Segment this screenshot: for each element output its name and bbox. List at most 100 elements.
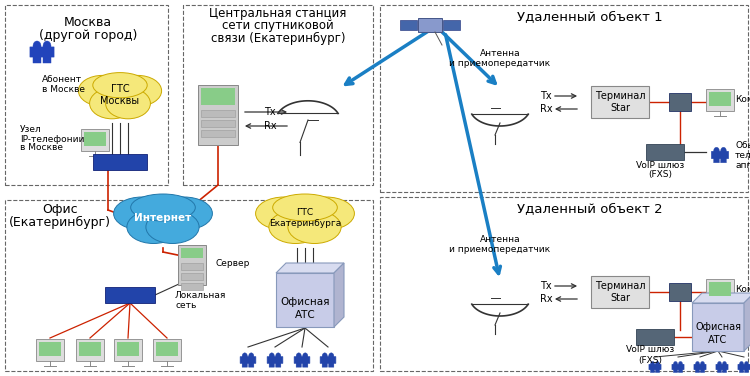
FancyBboxPatch shape <box>36 339 64 361</box>
Ellipse shape <box>722 361 727 367</box>
Ellipse shape <box>273 194 338 221</box>
FancyBboxPatch shape <box>709 282 731 296</box>
Text: Центральная станция: Центральная станция <box>209 8 346 21</box>
Text: аппарат: аппарат <box>735 161 750 170</box>
FancyBboxPatch shape <box>30 47 54 57</box>
Polygon shape <box>744 293 750 351</box>
FancyBboxPatch shape <box>400 20 417 30</box>
FancyBboxPatch shape <box>674 369 677 373</box>
Text: и приемопередатчик: и приемопередатчик <box>449 246 550 255</box>
Text: Локальная: Локальная <box>175 291 226 300</box>
Ellipse shape <box>106 88 151 119</box>
Text: в Москве: в Москве <box>42 85 85 94</box>
FancyBboxPatch shape <box>656 369 659 373</box>
Text: (FXS): (FXS) <box>638 355 662 364</box>
FancyBboxPatch shape <box>669 93 691 111</box>
FancyBboxPatch shape <box>242 362 248 367</box>
Text: телефонный: телефонный <box>735 150 750 159</box>
FancyBboxPatch shape <box>443 20 460 30</box>
FancyBboxPatch shape <box>114 339 142 361</box>
Ellipse shape <box>267 199 343 238</box>
Text: (Екатеринбург): (Екатеринбург) <box>9 215 111 229</box>
FancyBboxPatch shape <box>267 357 283 363</box>
FancyBboxPatch shape <box>276 362 280 367</box>
Bar <box>5 5 168 185</box>
Polygon shape <box>692 293 750 303</box>
Text: в Москве: в Москве <box>20 144 63 153</box>
FancyBboxPatch shape <box>322 362 327 367</box>
Text: Удаленный объект 2: Удаленный объект 2 <box>518 203 663 215</box>
Ellipse shape <box>242 353 248 359</box>
Text: Удаленный объект 1: Удаленный объект 1 <box>518 11 663 23</box>
Text: (FXS): (FXS) <box>648 170 672 179</box>
Text: ГТС
Екатеринбурга: ГТС Екатеринбурга <box>268 208 341 228</box>
Ellipse shape <box>745 361 748 367</box>
Ellipse shape <box>256 197 313 230</box>
Text: Rx: Rx <box>540 294 553 304</box>
FancyBboxPatch shape <box>718 369 722 373</box>
FancyBboxPatch shape <box>198 85 238 145</box>
FancyBboxPatch shape <box>636 329 674 345</box>
Ellipse shape <box>740 361 743 367</box>
FancyBboxPatch shape <box>117 342 139 356</box>
FancyBboxPatch shape <box>79 342 101 356</box>
Ellipse shape <box>650 361 655 367</box>
Ellipse shape <box>679 361 682 367</box>
FancyBboxPatch shape <box>328 362 334 367</box>
FancyBboxPatch shape <box>700 369 704 373</box>
Text: Tx: Tx <box>540 91 551 101</box>
FancyBboxPatch shape <box>320 357 336 363</box>
FancyBboxPatch shape <box>706 279 734 301</box>
FancyBboxPatch shape <box>695 369 700 373</box>
Text: Rx: Rx <box>540 104 553 114</box>
Text: связи (Екатеринбург): связи (Екатеринбург) <box>211 32 345 44</box>
FancyBboxPatch shape <box>276 273 334 327</box>
Ellipse shape <box>113 197 170 230</box>
Text: Антенна: Антенна <box>480 235 520 244</box>
FancyBboxPatch shape <box>716 364 728 370</box>
FancyBboxPatch shape <box>84 132 106 146</box>
Text: Офис: Офис <box>42 203 78 217</box>
FancyBboxPatch shape <box>181 283 203 290</box>
Text: Обычный: Обычный <box>735 141 750 150</box>
FancyBboxPatch shape <box>269 362 274 367</box>
FancyBboxPatch shape <box>649 364 661 370</box>
Ellipse shape <box>714 147 719 154</box>
Ellipse shape <box>269 353 274 359</box>
FancyBboxPatch shape <box>591 86 649 118</box>
Ellipse shape <box>249 353 254 359</box>
Text: Терминал
Star: Терминал Star <box>595 91 645 113</box>
Text: сети спутниковой: сети спутниковой <box>222 20 334 32</box>
Text: Абонент: Абонент <box>42 76 82 85</box>
Ellipse shape <box>155 197 212 230</box>
Ellipse shape <box>33 41 41 51</box>
Text: Офисная: Офисная <box>695 322 741 332</box>
FancyBboxPatch shape <box>249 362 254 367</box>
Text: (другой город): (другой город) <box>39 29 137 41</box>
FancyBboxPatch shape <box>712 152 728 159</box>
Text: сеть: сеть <box>175 300 196 309</box>
FancyBboxPatch shape <box>694 364 706 370</box>
FancyBboxPatch shape <box>722 369 727 373</box>
Ellipse shape <box>125 199 201 238</box>
Text: Tx: Tx <box>540 281 551 291</box>
FancyBboxPatch shape <box>709 92 731 106</box>
FancyBboxPatch shape <box>201 110 235 117</box>
Text: Москва: Москва <box>64 15 112 29</box>
FancyBboxPatch shape <box>294 357 310 363</box>
FancyBboxPatch shape <box>181 248 203 258</box>
Ellipse shape <box>130 194 195 221</box>
FancyBboxPatch shape <box>201 130 235 137</box>
FancyBboxPatch shape <box>181 263 203 270</box>
FancyBboxPatch shape <box>296 362 302 367</box>
Text: VoIP шлюз: VoIP шлюз <box>626 346 674 355</box>
Ellipse shape <box>303 353 307 359</box>
FancyBboxPatch shape <box>745 369 748 373</box>
Ellipse shape <box>269 211 322 244</box>
Ellipse shape <box>276 353 280 359</box>
Ellipse shape <box>674 361 677 367</box>
Ellipse shape <box>88 77 152 113</box>
FancyBboxPatch shape <box>178 245 206 285</box>
Text: Антенна: Антенна <box>480 49 520 58</box>
FancyBboxPatch shape <box>679 369 682 373</box>
